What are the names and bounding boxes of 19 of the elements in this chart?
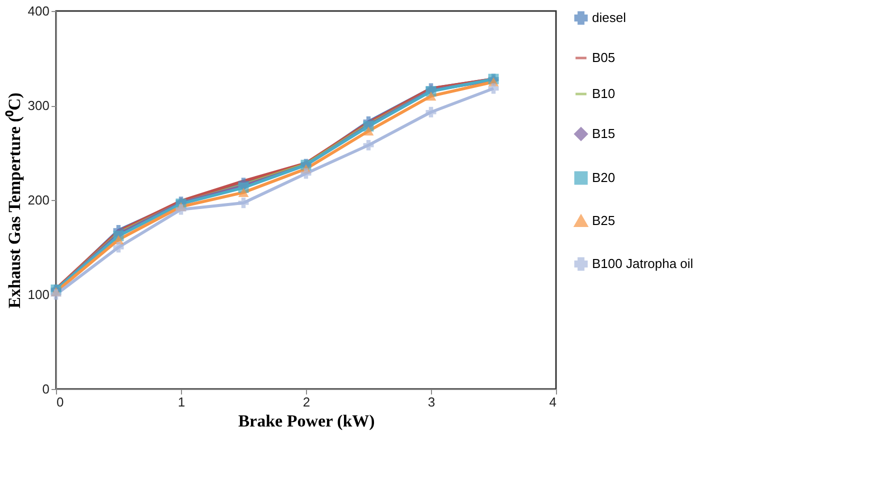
- y-tick-label: 400: [28, 4, 50, 18]
- y-tick-label: 0: [42, 382, 50, 396]
- legend-label: B100 Jatropha oil: [592, 256, 694, 271]
- legend-label: B05: [592, 50, 616, 65]
- legend-label: B10: [592, 86, 616, 101]
- x-axis-title: Brake Power (kW): [238, 412, 375, 430]
- x-tick-label: 1: [178, 394, 186, 410]
- y-tick-label: 100: [28, 287, 50, 302]
- legend-label: B20: [592, 170, 616, 185]
- legend-label: B15: [592, 126, 616, 141]
- y-axis-title: Exhaust Gas Temperture (⁰C): [4, 92, 24, 308]
- y-tick-label: 300: [28, 98, 50, 113]
- x-tick-label: 3: [428, 394, 436, 410]
- legend-label: diesel: [592, 10, 626, 25]
- legend-label: B25: [592, 213, 616, 228]
- x-tick-label: 4: [549, 394, 556, 410]
- x-tick-label: 2: [302, 394, 310, 410]
- x-tick-label: 0: [56, 394, 64, 410]
- y-tick-label: 200: [28, 192, 50, 208]
